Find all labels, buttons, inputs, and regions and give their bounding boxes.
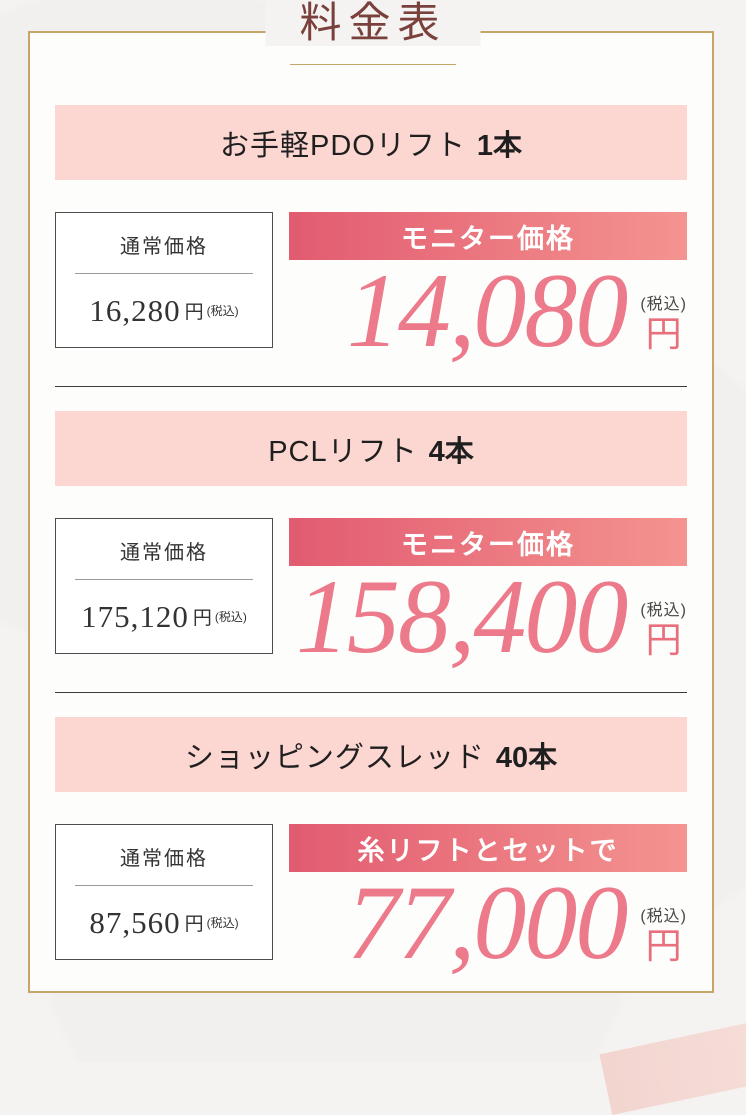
regular-price-line: 175,120 円 (税込) xyxy=(81,580,247,653)
monitor-price-line: 14,080 (税込) 円 xyxy=(289,252,687,369)
regular-price-box: 通常価格 87,560 円 (税込) xyxy=(55,824,273,960)
regular-price-line: 16,280 円 (税込) xyxy=(89,274,238,347)
price-row: 通常価格 87,560 円 (税込) 糸リフトとセットで 77,000 (税込) xyxy=(55,824,687,981)
monitor-price-unit: 円 xyxy=(645,619,682,661)
monitor-price-line: 158,400 (税込) 円 xyxy=(289,558,687,675)
regular-price-line: 87,560 円 (税込) xyxy=(89,886,238,959)
section-title-text: ショッピングスレッド xyxy=(184,741,485,774)
regular-price-value: 175,120 xyxy=(81,598,189,634)
monitor-yen-column: (税込) 円 xyxy=(640,290,687,352)
regular-price-tax: (税込) xyxy=(206,916,239,930)
regular-price-unit: 円 xyxy=(184,914,204,935)
monitor-price-value: 158,400 xyxy=(295,558,628,675)
section-count: 40本 xyxy=(495,741,558,774)
price-section: お手軽PDOリフト 1本 通常価格 16,280 円 (税込) モニター価格 xyxy=(55,105,687,369)
regular-price-value: 87,560 xyxy=(89,904,181,940)
monitor-price-bar: 糸リフトとセットで xyxy=(289,824,687,872)
price-section: ショッピングスレッド 40本 通常価格 87,560 円 (税込) 糸リフトとセ… xyxy=(55,717,687,981)
monitor-yen-column: (税込) 円 xyxy=(640,596,687,658)
regular-price-label: 通常価格 xyxy=(120,542,208,564)
regular-price-tax: (税込) xyxy=(214,610,247,624)
regular-price-box: 通常価格 16,280 円 (税込) xyxy=(55,212,273,348)
section-count: 1本 xyxy=(476,129,522,162)
regular-price-label: 通常価格 xyxy=(120,236,208,258)
section-title-text: お手軽PDOリフト xyxy=(220,129,466,162)
price-row: 通常価格 175,120 円 (税込) モニター価格 158,400 (税込) xyxy=(55,518,687,675)
monitor-price-block: 糸リフトとセットで 77,000 (税込) 円 xyxy=(289,824,687,981)
regular-price-value: 16,280 xyxy=(89,292,181,328)
regular-price-box: 通常価格 175,120 円 (税込) xyxy=(55,518,273,654)
regular-price-divider xyxy=(75,579,253,580)
title-underline xyxy=(290,64,456,65)
page-title: 料金表 xyxy=(265,2,481,46)
monitor-price-unit: 円 xyxy=(645,313,682,355)
monitor-price-value: 14,080 xyxy=(346,252,628,369)
regular-price-label: 通常価格 xyxy=(120,848,208,870)
regular-price-divider xyxy=(75,885,253,886)
regular-price-unit: 円 xyxy=(184,302,204,323)
section-count: 4本 xyxy=(428,435,474,468)
price-section: PCLリフト 4本 通常価格 175,120 円 (税込) モニター価格 15 xyxy=(55,411,687,675)
monitor-price-bar: モニター価格 xyxy=(289,212,687,260)
monitor-price-block: モニター価格 158,400 (税込) 円 xyxy=(289,518,687,675)
section-title-text: PCLリフト xyxy=(268,435,418,468)
section-divider xyxy=(55,386,687,387)
monitor-price-block: モニター価格 14,080 (税込) 円 xyxy=(289,212,687,369)
monitor-price-tax: (税込) xyxy=(640,296,687,314)
monitor-price-value: 77,000 xyxy=(346,864,628,981)
monitor-price-unit: 円 xyxy=(645,925,682,967)
section-divider xyxy=(55,692,687,693)
regular-price-tax: (税込) xyxy=(206,304,239,318)
monitor-price-tax: (税込) xyxy=(640,602,687,620)
monitor-price-tax: (税込) xyxy=(640,908,687,926)
section-header: ショッピングスレッド 40本 xyxy=(55,717,687,792)
pricing-content: お手軽PDOリフト 1本 通常価格 16,280 円 (税込) モニター価格 xyxy=(30,33,712,991)
corner-pink-decoration xyxy=(599,1019,746,1115)
regular-price-divider xyxy=(75,273,253,274)
section-header: お手軽PDOリフト 1本 xyxy=(55,105,687,180)
monitor-price-bar: モニター価格 xyxy=(289,518,687,566)
monitor-price-line: 77,000 (税込) 円 xyxy=(289,864,687,981)
regular-price-unit: 円 xyxy=(192,608,212,629)
monitor-yen-column: (税込) 円 xyxy=(640,902,687,964)
section-header: PCLリフト 4本 xyxy=(55,411,687,486)
price-row: 通常価格 16,280 円 (税込) モニター価格 14,080 (税込) 円 xyxy=(55,212,687,369)
